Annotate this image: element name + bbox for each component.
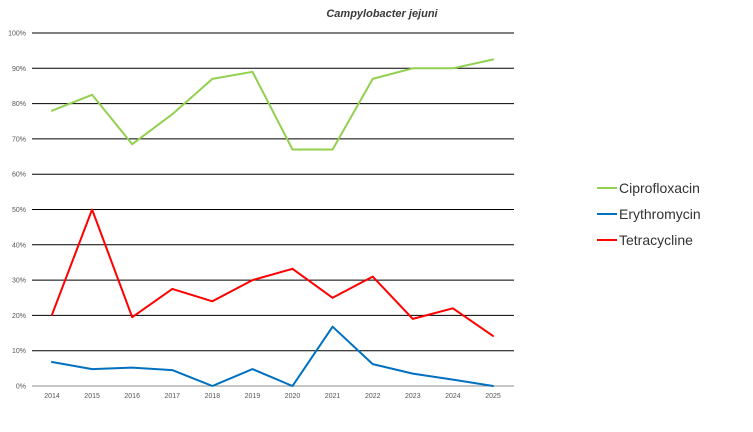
y-tick-label: 80%: [12, 101, 26, 108]
y-tick-label: 70%: [12, 136, 26, 143]
x-tick-label: 2021: [325, 393, 341, 400]
y-tick-label: 100%: [8, 31, 26, 38]
x-tick-label: 2025: [485, 393, 501, 400]
grid: [32, 32, 514, 387]
y-tick-label: 0%: [16, 384, 26, 391]
x-tick-label: 2022: [365, 393, 381, 400]
y-tick-label: 60%: [12, 172, 26, 179]
x-tick-label: 2020: [285, 393, 301, 400]
legend-label: Erythromycin: [619, 206, 701, 222]
y-tick-label: 40%: [12, 242, 26, 249]
y-tick-label: 50%: [12, 207, 26, 214]
series-line-erythromycin: [51, 325, 494, 387]
series-lines: [51, 58, 494, 387]
series-line-tetracycline: [51, 208, 494, 337]
x-tick-label: 2017: [164, 393, 180, 400]
x-tick-label: 2014: [44, 393, 60, 400]
y-tick-label: 90%: [12, 66, 26, 73]
x-tick-label: 2018: [205, 393, 221, 400]
legend: Ciprofloxacin Erythromycin Tetracycline: [597, 180, 701, 248]
y-axis-ticks: 0% 10% 20% 30% 40% 50% 60% 70% 80% 90% 100%: [8, 31, 26, 391]
legend-label: Ciprofloxacin: [619, 180, 700, 196]
legend-label: Tetracycline: [619, 232, 693, 248]
x-tick-label: 2024: [445, 393, 461, 400]
x-tick-label: 2016: [124, 393, 140, 400]
x-tick-label: 2019: [245, 393, 261, 400]
chart-title: Campylobacter jejuni: [326, 8, 438, 20]
x-axis-ticks: 2014 2015 2016 2017 2018 2019 2020 2021 2022 2023…: [44, 393, 501, 400]
y-tick-label: 10%: [12, 348, 26, 355]
x-tick-label: 2023: [405, 393, 421, 400]
series-line-ciprofloxacin: [51, 58, 494, 151]
x-tick-label: 2015: [84, 393, 100, 400]
y-tick-label: 30%: [12, 278, 26, 285]
y-tick-label: 20%: [12, 313, 26, 320]
